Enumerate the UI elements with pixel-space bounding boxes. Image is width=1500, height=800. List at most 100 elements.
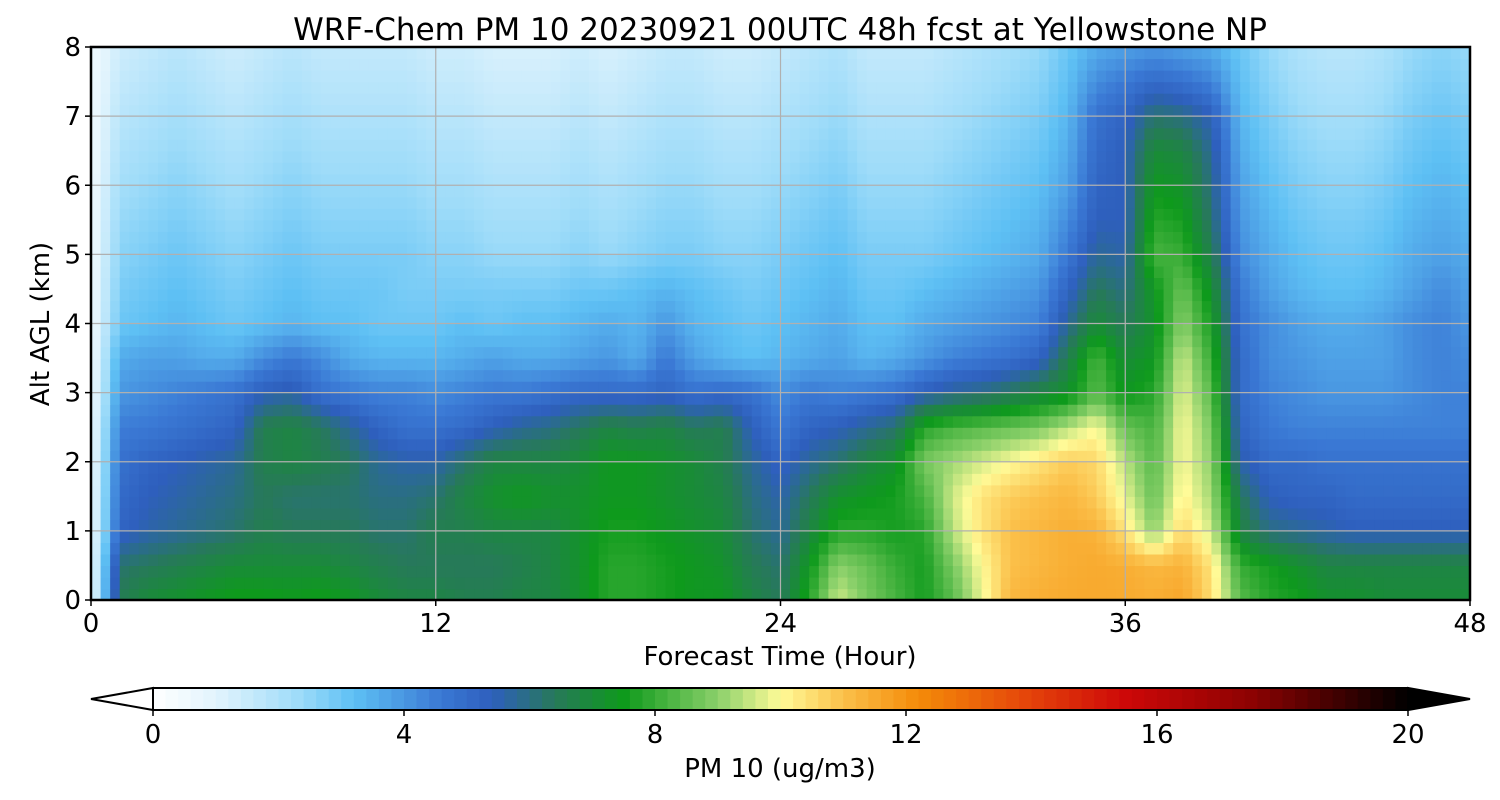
heatmap-cell (454, 530, 466, 543)
heatmap-cell (474, 219, 485, 232)
heatmap-cell (359, 473, 370, 486)
heatmap-cell (339, 507, 351, 520)
heatmap-cell (119, 254, 130, 267)
heatmap-cell (1460, 369, 1471, 382)
heatmap-cell (1029, 335, 1040, 348)
heatmap-cell (761, 231, 772, 244)
heatmap-cell (1230, 450, 1241, 463)
heatmap-cell (464, 530, 475, 543)
heatmap-cell (1355, 438, 1366, 451)
heatmap-cell (780, 208, 791, 221)
heatmap-cell (560, 576, 571, 590)
heatmap-cell (780, 496, 791, 509)
heatmap-cell (100, 242, 111, 255)
heatmap-cell (1355, 265, 1366, 279)
heatmap-cell (1441, 358, 1452, 371)
heatmap-cell (943, 254, 954, 267)
heatmap-cell (1173, 219, 1184, 232)
heatmap-cell (972, 277, 983, 290)
heatmap-cell (1000, 300, 1011, 313)
heatmap-cell (1402, 381, 1414, 394)
heatmap-cell (1106, 461, 1117, 474)
heatmap-cell (962, 415, 973, 428)
heatmap-cell (818, 346, 829, 359)
heatmap-cell (186, 588, 197, 601)
heatmap-cell (952, 323, 964, 336)
heatmap-cell (177, 323, 188, 336)
heatmap-cell (387, 242, 399, 255)
heatmap-cell (225, 208, 236, 221)
heatmap-cell (426, 473, 437, 486)
heatmap-cell (770, 392, 782, 405)
heatmap-cell (454, 576, 466, 590)
heatmap-cell (1393, 381, 1404, 394)
heatmap-cell (1335, 231, 1347, 244)
heatmap-cell (656, 358, 667, 371)
heatmap-cell (215, 530, 226, 543)
heatmap-cell (617, 242, 628, 255)
heatmap-cell (483, 438, 494, 451)
heatmap-cell (1153, 461, 1165, 474)
heatmap-cell (1173, 242, 1184, 255)
heatmap-cell (148, 335, 159, 348)
heatmap-cell (282, 288, 293, 302)
heatmap-cell (1268, 450, 1280, 463)
heatmap-cell (837, 288, 849, 302)
heatmap-cell (1431, 288, 1442, 302)
heatmap-cell (837, 208, 849, 221)
heatmap-cell (387, 519, 399, 532)
heatmap-cell (272, 381, 284, 394)
heatmap-cell (780, 231, 791, 244)
heatmap-cell (1153, 427, 1165, 440)
heatmap-cell (742, 530, 753, 543)
heatmap-cell (1039, 381, 1050, 394)
heatmap-cell (636, 530, 648, 543)
heatmap-cell (311, 277, 322, 290)
heatmap-cell (311, 565, 322, 578)
heatmap-cell (598, 208, 609, 221)
heatmap-cell (1441, 404, 1452, 417)
heatmap-cell (493, 335, 504, 348)
heatmap-cell (694, 369, 705, 382)
heatmap-cell (857, 311, 868, 325)
heatmap-cell (1297, 300, 1308, 313)
heatmap-cell (713, 553, 724, 567)
heatmap-cell (387, 415, 399, 428)
heatmap-cell (368, 507, 379, 520)
heatmap-cell (521, 288, 533, 302)
heatmap-cell (1086, 358, 1098, 371)
heatmap-cell (253, 588, 264, 601)
heatmap-cell (1431, 507, 1442, 520)
heatmap-cell (732, 346, 743, 359)
heatmap-cell (253, 288, 264, 302)
heatmap-cell (464, 588, 475, 601)
heatmap-cell (129, 300, 140, 313)
heatmap-cell (272, 369, 284, 382)
heatmap-cell (799, 427, 810, 440)
heatmap-cell (359, 496, 370, 509)
heatmap-cell (177, 438, 188, 451)
heatmap-cell (1077, 484, 1088, 497)
heatmap-cell (1460, 473, 1471, 486)
heatmap-cell (387, 484, 399, 497)
heatmap-cell (742, 196, 753, 209)
heatmap-cell (1029, 358, 1040, 371)
heatmap-cell (904, 588, 916, 601)
heatmap-cell (541, 288, 552, 302)
heatmap-cell (91, 288, 102, 302)
heatmap-cell (196, 588, 207, 601)
heatmap-cell (550, 496, 561, 509)
heatmap-cell (1000, 473, 1011, 486)
heatmap-cell (713, 461, 724, 474)
heatmap-cell (1067, 553, 1078, 567)
heatmap-cell (244, 369, 255, 382)
heatmap-cell (541, 265, 552, 279)
heatmap-cell (1240, 576, 1251, 590)
heatmap-cell (464, 288, 475, 302)
heatmap-cell (148, 358, 159, 371)
heatmap-cell (445, 484, 456, 497)
heatmap-cell (1201, 461, 1213, 474)
heatmap-cell (502, 358, 513, 371)
heatmap-cell (349, 565, 360, 578)
heatmap-cell (933, 300, 944, 313)
